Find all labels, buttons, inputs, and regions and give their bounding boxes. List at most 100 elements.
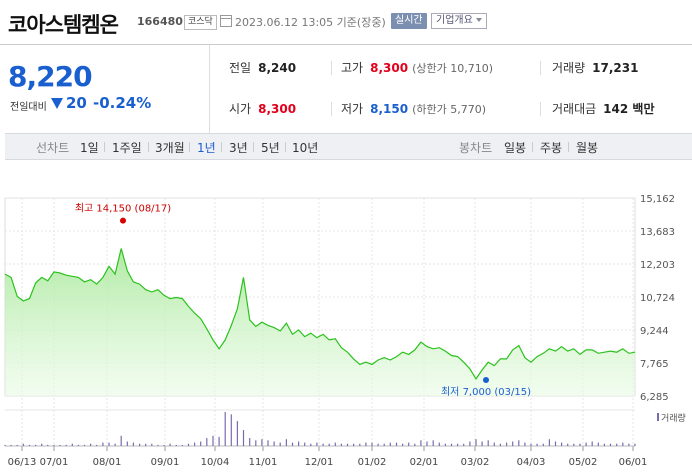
x-tick-label: 02/01 (410, 457, 439, 468)
period-1d[interactable]: 1일 (80, 141, 99, 155)
low: 저가 8,150 (하한가 5,770) (341, 100, 486, 117)
volume-bar (444, 443, 446, 446)
volume-legend: 거래량 (657, 412, 686, 424)
divider (331, 61, 332, 75)
open: 시가 8,300 (229, 100, 296, 117)
volume-bar (261, 439, 263, 446)
period-1y[interactable]: 1년 (197, 141, 216, 155)
volume-bars (4, 412, 636, 446)
volume-bar (151, 443, 153, 446)
x-tick-label: 12/01 (305, 457, 334, 468)
volume-bar (585, 442, 587, 446)
x-tick-label: 11/01 (249, 457, 278, 468)
period-3m[interactable]: 3개월 (155, 141, 185, 155)
volume-bar (169, 443, 171, 446)
volume: 거래량 17,231 (552, 59, 638, 76)
y-tick-label: 10,724 (640, 293, 675, 304)
volume-bar (35, 444, 37, 446)
period-3y[interactable]: 3년 (229, 141, 248, 155)
volume-bar (175, 444, 177, 446)
volume-bar (120, 435, 122, 446)
volume-bar (469, 441, 471, 446)
volume-bar (450, 443, 453, 446)
volume-bar (426, 441, 428, 446)
timestamp: 2023.06.12 13:05 기준(장중) (235, 16, 386, 29)
volume-bar (389, 442, 391, 446)
high: 고가 8,300 (상한가 10,710) (341, 59, 493, 76)
volume-bar (224, 412, 226, 446)
low-annotation: 최저 7,000 (03/15) (441, 386, 531, 398)
volume-bar (506, 442, 508, 446)
period-1w[interactable]: 1주일 (112, 141, 142, 155)
lower-limit: (하한가 5,770) (412, 103, 486, 116)
company-info-dropdown[interactable]: 기업개요 (431, 13, 487, 29)
volume-bar (53, 444, 55, 446)
y-tick-label: 15,162 (640, 194, 675, 205)
y-tick-label: 9,244 (640, 326, 669, 337)
period-10y[interactable]: 10년 (292, 141, 319, 155)
volume-bar (310, 443, 312, 446)
change-percent: -0.24% (93, 94, 152, 112)
volume-bar (194, 442, 196, 446)
open-value: 8,300 (258, 102, 297, 116)
upper-limit: (상한가 10,710) (412, 62, 493, 75)
volume-bar (10, 444, 12, 446)
x-tick-label: 04/03 (517, 457, 546, 468)
volume-bar (340, 443, 342, 446)
price-box: 8,220 전일대비 20 -0.24% (0, 45, 210, 133)
calendar-icon (220, 15, 232, 27)
divider (104, 142, 105, 152)
volume-bar (499, 443, 501, 446)
prev-close-label: 전일 (229, 61, 252, 75)
amount: 거래대금 142 백만 (552, 100, 654, 117)
volume-legend-label: 거래량 (661, 412, 686, 424)
volume-bar (542, 443, 544, 446)
volume-bar (22, 443, 24, 446)
volume-bar (524, 442, 526, 446)
x-tick-label: 06/01 (619, 457, 648, 468)
period-5y[interactable]: 5년 (261, 141, 280, 155)
volume-bar (512, 441, 514, 446)
line-chart-label: 선차트 (36, 141, 70, 155)
candle-daily[interactable]: 일봉 (504, 141, 527, 155)
x-tick-label: 10/04 (201, 457, 230, 468)
volume-bar (359, 443, 361, 446)
divider (221, 142, 222, 152)
x-tick-label: 09/01 (151, 457, 180, 468)
volume-bar (90, 443, 92, 446)
volume-bar (4, 444, 6, 446)
volume-bar (304, 442, 306, 446)
volume-bar (267, 440, 269, 446)
x-tick-label: 07/01 (40, 457, 69, 468)
realtime-button[interactable]: 실시간 (391, 13, 427, 29)
y-tick-label: 13,683 (640, 227, 675, 238)
volume-bar (475, 439, 477, 446)
change-label: 전일대비 (10, 102, 47, 113)
volume-bar (334, 442, 336, 446)
low-marker (483, 377, 489, 384)
volume-bar (108, 442, 110, 446)
volume-bar (249, 438, 251, 446)
candle-monthly[interactable]: 월봉 (576, 141, 599, 155)
high-value: 8,300 (370, 61, 409, 75)
volume-bar (463, 443, 465, 446)
volume-bar (616, 443, 618, 446)
volume-bar (47, 444, 49, 446)
volume-bar (414, 443, 416, 446)
divider (540, 102, 541, 116)
volume-bar (493, 442, 495, 446)
y-tick-label: 7,765 (640, 359, 669, 370)
y-tick-label: 12,203 (640, 260, 675, 271)
divider (532, 142, 533, 152)
high-marker (120, 217, 126, 224)
candle-weekly[interactable]: 주봉 (540, 141, 563, 155)
volume-bar (187, 443, 190, 446)
volume-bar (371, 442, 373, 446)
volume-bar (96, 444, 98, 446)
price-chart: 15,16213,68312,20310,7249,2447,7656,285 … (4, 194, 686, 468)
volume-bar (279, 442, 281, 446)
volume-bar (316, 442, 318, 446)
low-label: 저가 (341, 102, 364, 116)
volume-bar (218, 436, 220, 446)
open-label: 시가 (229, 102, 252, 116)
